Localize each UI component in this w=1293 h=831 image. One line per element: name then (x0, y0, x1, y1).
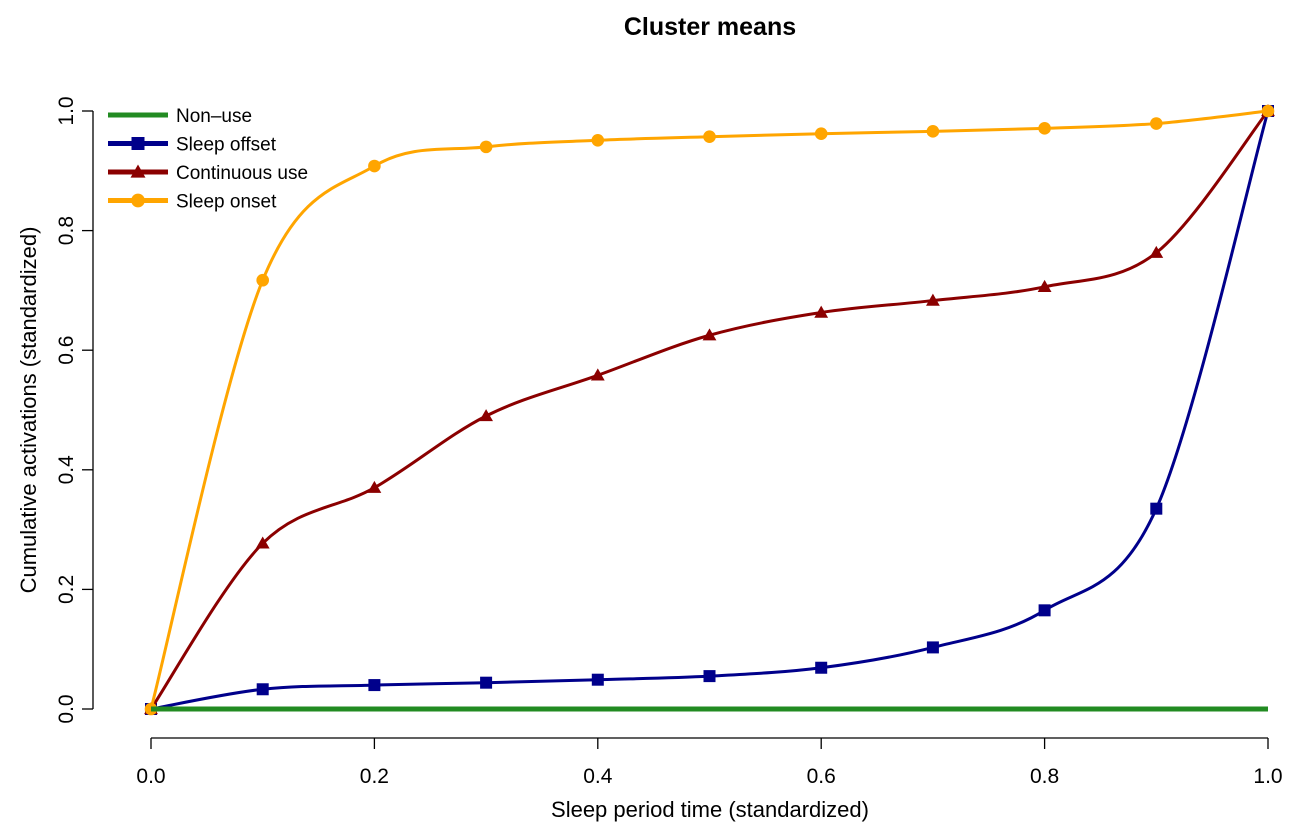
y-tick-label: 1.0 (55, 96, 78, 125)
legend: Non–use Sleep offset Continuous use Sleep o… (108, 106, 308, 213)
data-point-continuous-use (702, 328, 717, 341)
data-point-sleep-offset (591, 673, 604, 686)
x-ticks: 0.0 0.2 0.4 0.6 0.8 1.0 (136, 738, 1283, 788)
x-tick-label: 0.6 (807, 765, 836, 788)
data-point-sleep-offset (703, 670, 716, 683)
data-point-sleep-onset (479, 140, 493, 154)
data-point-continuous-use (590, 368, 605, 381)
legend-label-sleep-onset: Sleep onset (176, 192, 277, 213)
data-point-sleep-offset (1038, 604, 1051, 617)
legend-label-sleep-offset: Sleep offset (176, 135, 277, 156)
data-point-sleep-onset (703, 130, 716, 144)
x-tick-label: 0.2 (360, 765, 389, 788)
y-ticks: 0.0 0.2 0.4 0.6 0.8 1.0 (55, 96, 93, 724)
x-tick-label: 0.8 (1030, 765, 1059, 788)
legend-item-sleep-offset: Sleep offset (108, 135, 277, 156)
series-sleep-onset (144, 104, 1275, 716)
data-point-sleep-onset (1261, 104, 1275, 118)
data-point-sleep-onset (591, 134, 605, 147)
chart-title: Cluster means (624, 13, 796, 41)
data-point-sleep-offset (1150, 502, 1163, 515)
y-tick-label: 0.8 (55, 216, 78, 245)
y-tick-label: 0.0 (55, 694, 78, 723)
series-line-sleep-offset (150, 110, 1270, 711)
data-point-continuous-use (479, 409, 493, 422)
data-point-continuous-use (926, 293, 940, 306)
data-point-sleep-onset (926, 125, 940, 138)
data-point-continuous-use (367, 480, 382, 493)
data-point-sleep-offset (926, 641, 939, 654)
legend-label-continuous-use: Continuous use (176, 163, 308, 184)
series-layer (144, 104, 1275, 716)
data-point-continuous-use (1037, 279, 1052, 292)
data-point-sleep-onset (1038, 122, 1051, 135)
series-sleep-offset (145, 105, 1274, 715)
data-point-continuous-use (1149, 245, 1164, 258)
data-point-continuous-use (814, 305, 829, 318)
series-line-sleep-onset (149, 109, 1269, 710)
legend-label-non-use: Non–use (176, 106, 252, 127)
y-tick-label: 0.6 (55, 336, 78, 365)
data-point-continuous-use (255, 536, 270, 549)
y-tick-label: 0.2 (55, 575, 78, 604)
x-axis-label: Sleep period time (standardized) (551, 797, 869, 822)
data-point-sleep-onset (814, 127, 828, 141)
data-point-sleep-onset (368, 159, 381, 173)
data-point-sleep-offset (368, 679, 381, 692)
legend-marker-sleep-offset (131, 137, 145, 150)
series-continuous-use (144, 104, 1275, 715)
data-point-sleep-offset (256, 683, 269, 696)
legend-item-continuous-use: Continuous use (108, 163, 308, 184)
axes (92, 111, 1268, 739)
series-line-continuous-use (149, 110, 1270, 710)
legend-marker-sleep-onset (131, 193, 145, 208)
x-tick-label: 1.0 (1253, 765, 1282, 788)
x-tick-label: 0.4 (583, 765, 613, 788)
data-point-sleep-onset (256, 273, 270, 287)
data-point-sleep-offset (480, 676, 493, 689)
legend-item-sleep-onset: Sleep onset (108, 192, 277, 213)
data-point-sleep-onset (1150, 117, 1163, 130)
y-axis-label: Cumulative activations (standardized) (16, 227, 41, 594)
x-tick-label: 0.0 (136, 765, 165, 788)
data-point-sleep-offset (815, 661, 828, 674)
y-tick-label: 0.4 (55, 455, 78, 485)
legend-item-non-use: Non–use (108, 106, 252, 127)
legend-marker-continuous-use (130, 164, 146, 178)
